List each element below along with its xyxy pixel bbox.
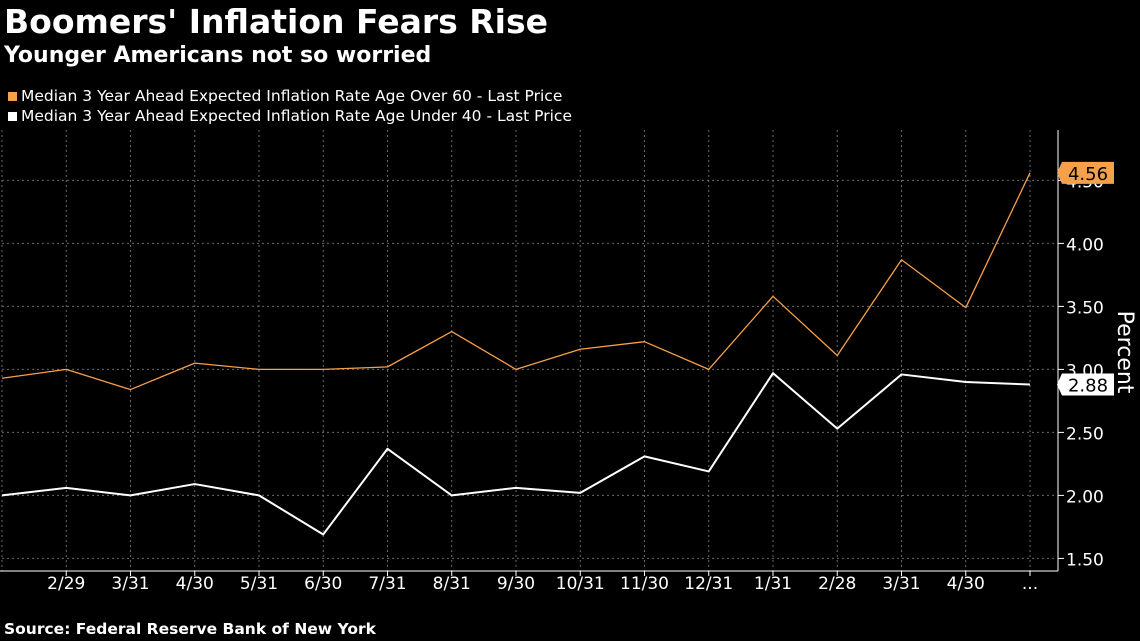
y-tick-label: 2.50 [1066,424,1104,444]
x-tick-label: 4/30 [947,574,985,594]
y-tick-label: 4.00 [1066,235,1104,255]
label-layer: 1.502.002.503.003.504.004.502/293/314/30… [47,161,1114,594]
series-line-over-60 [1,172,1031,391]
source-note: Source: Federal Reserve Bank of New York [4,620,376,638]
legend-label-under-40: Median 3 Year Ahead Expected Inflation R… [21,107,572,125]
legend-item-over-60: Median 3 Year Ahead Expected Inflation R… [8,86,572,106]
legend-swatch-under-40 [8,111,17,121]
chart-subtitle: Younger Americans not so worried [4,43,432,68]
x-tick-label: 2/29 [47,574,85,594]
y-tick-label: 2.00 [1066,487,1104,507]
x-tick-label: ... [1022,574,1038,594]
x-tick-label: 9/30 [497,574,535,594]
x-tick-label: 1/31 [754,574,792,594]
legend-swatch-over-60 [8,91,17,101]
y-tick-label: 1.50 [1066,550,1104,570]
chart-legend: Median 3 Year Ahead Expected Inflation R… [8,86,572,126]
x-tick-label: 2/28 [818,574,856,594]
x-tick-label: 11/30 [620,574,669,594]
last-value-badge [1057,161,1114,184]
grid-layer [1,130,1056,571]
x-tick-label: 6/30 [304,574,342,594]
x-tick-label: 7/31 [368,574,406,594]
legend-item-under-40: Median 3 Year Ahead Expected Inflation R… [8,106,572,126]
axis-layer [0,130,1064,576]
series-line-under-40 [1,372,1031,536]
x-tick-label: 5/31 [240,574,278,594]
legend-label-over-60: Median 3 Year Ahead Expected Inflation R… [21,87,563,105]
x-tick-label: 4/30 [176,574,214,594]
y-axis-label: Percent [1112,311,1137,394]
last-value-text: 4.56 [1068,164,1108,185]
x-tick-label: 3/31 [111,574,149,594]
y-tick-label: 3.50 [1066,298,1104,318]
last-value-label-over-60: 4.56 [1057,161,1114,185]
series-layer [1,172,1031,536]
last-value-badge [1057,373,1114,396]
last-value-text: 2.88 [1068,376,1108,397]
x-tick-label: 10/31 [556,574,605,594]
x-tick-label: 8/31 [433,574,471,594]
chart-title: Boomers' Inflation Fears Rise [4,2,549,41]
x-tick-label: 3/31 [882,574,920,594]
last-value-label-under-40: 2.88 [1057,373,1114,397]
x-tick-label: 12/31 [684,574,733,594]
